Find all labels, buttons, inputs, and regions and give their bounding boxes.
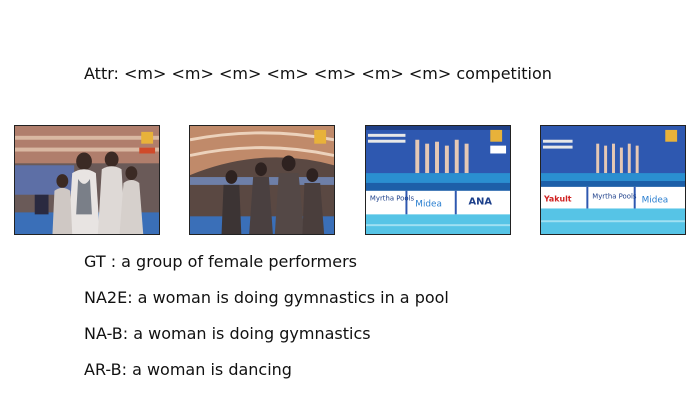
banner-text: Myrtha Pools [370, 195, 415, 203]
frame-4-image: Yakult Myrtha Pools Midea [541, 126, 685, 234]
video-frame-4: Yakult Myrtha Pools Midea [540, 125, 686, 235]
video-frame-3: Myrtha Pools Midea ANA [365, 125, 511, 235]
banner-text: Yakult [543, 195, 572, 204]
frame-2-image [190, 126, 334, 234]
frame-3-image: Myrtha Pools Midea ANA [366, 126, 510, 234]
caption-ar-b: AR-B: a woman is dancing [84, 360, 292, 379]
banner-text: Midea [415, 200, 442, 210]
video-frame-1 [14, 125, 160, 235]
caption-gt: GT : a group of female performers [84, 252, 357, 271]
banner-text: Myrtha Pools [592, 193, 637, 201]
caption-na-b: NA-B: a woman is doing gymnastics [84, 324, 371, 343]
banner-text: ANA [469, 197, 493, 208]
attribute-line: Attr: <m> <m> <m> <m> <m> <m> <m> compet… [84, 64, 552, 83]
caption-na2e: NA2E: a woman is doing gymnastics in a p… [84, 288, 449, 307]
video-frame-2 [189, 125, 335, 235]
banner-text: Midea [642, 196, 669, 206]
frame-1-image [15, 126, 159, 234]
